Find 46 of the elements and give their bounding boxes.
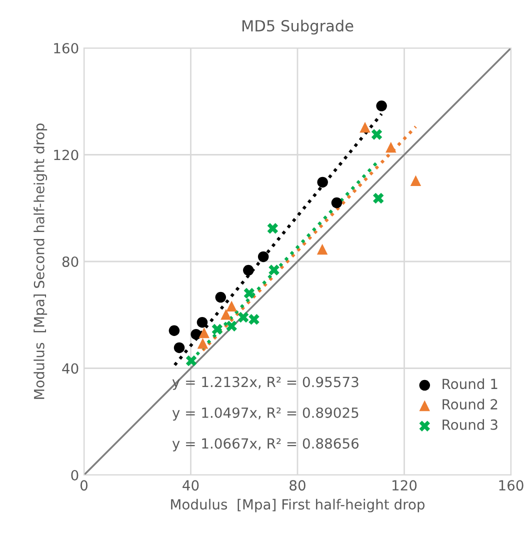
x-tick-label: 120 <box>392 480 417 491</box>
point <box>371 129 382 140</box>
annotation: y = 1.0667x, R² = 0.88656 <box>172 438 359 452</box>
point <box>215 292 226 303</box>
annotation: y = 1.0497x, R² = 0.89025 <box>172 407 358 421</box>
point <box>267 223 278 234</box>
point <box>226 320 237 332</box>
y-tick-label: 80 <box>62 256 78 267</box>
point <box>174 342 185 354</box>
y-tick-label: 160 <box>54 42 78 54</box>
point <box>212 324 223 335</box>
x-tick-label: 160 <box>499 480 524 491</box>
x-tick-label: 0 <box>80 480 88 491</box>
legend-label: Round 2 <box>442 398 498 410</box>
legend-label: Round 1 <box>442 378 498 390</box>
point <box>196 316 208 328</box>
point <box>386 142 396 153</box>
point <box>186 355 197 366</box>
point <box>198 327 210 338</box>
point <box>376 100 387 112</box>
point <box>238 312 249 323</box>
point <box>410 175 422 186</box>
point <box>197 338 208 349</box>
point <box>244 288 255 299</box>
point <box>168 325 180 336</box>
point <box>317 176 328 188</box>
point <box>268 264 280 276</box>
point <box>331 197 342 208</box>
y-axis-title: Modulus [Mpa] Second half-height drop <box>34 124 48 399</box>
point <box>372 192 384 204</box>
point <box>243 264 254 276</box>
legend-label: Round 3 <box>442 419 498 430</box>
point <box>258 251 269 262</box>
point <box>360 122 370 133</box>
point <box>190 328 202 340</box>
point <box>248 314 260 325</box>
y-tick-label: 120 <box>54 150 78 160</box>
chart-title: MD5 Subgrade <box>242 20 354 35</box>
point <box>226 300 237 312</box>
x-axis-title: Modulus [Mpa] First half-height drop <box>171 498 425 512</box>
x-tick-label: 80 <box>290 480 306 491</box>
point <box>220 308 232 320</box>
y-tick-label: 40 <box>62 363 78 374</box>
y-tick-label: 0 <box>71 470 78 480</box>
point <box>316 244 328 255</box>
x-tick-label: 40 <box>182 480 199 491</box>
